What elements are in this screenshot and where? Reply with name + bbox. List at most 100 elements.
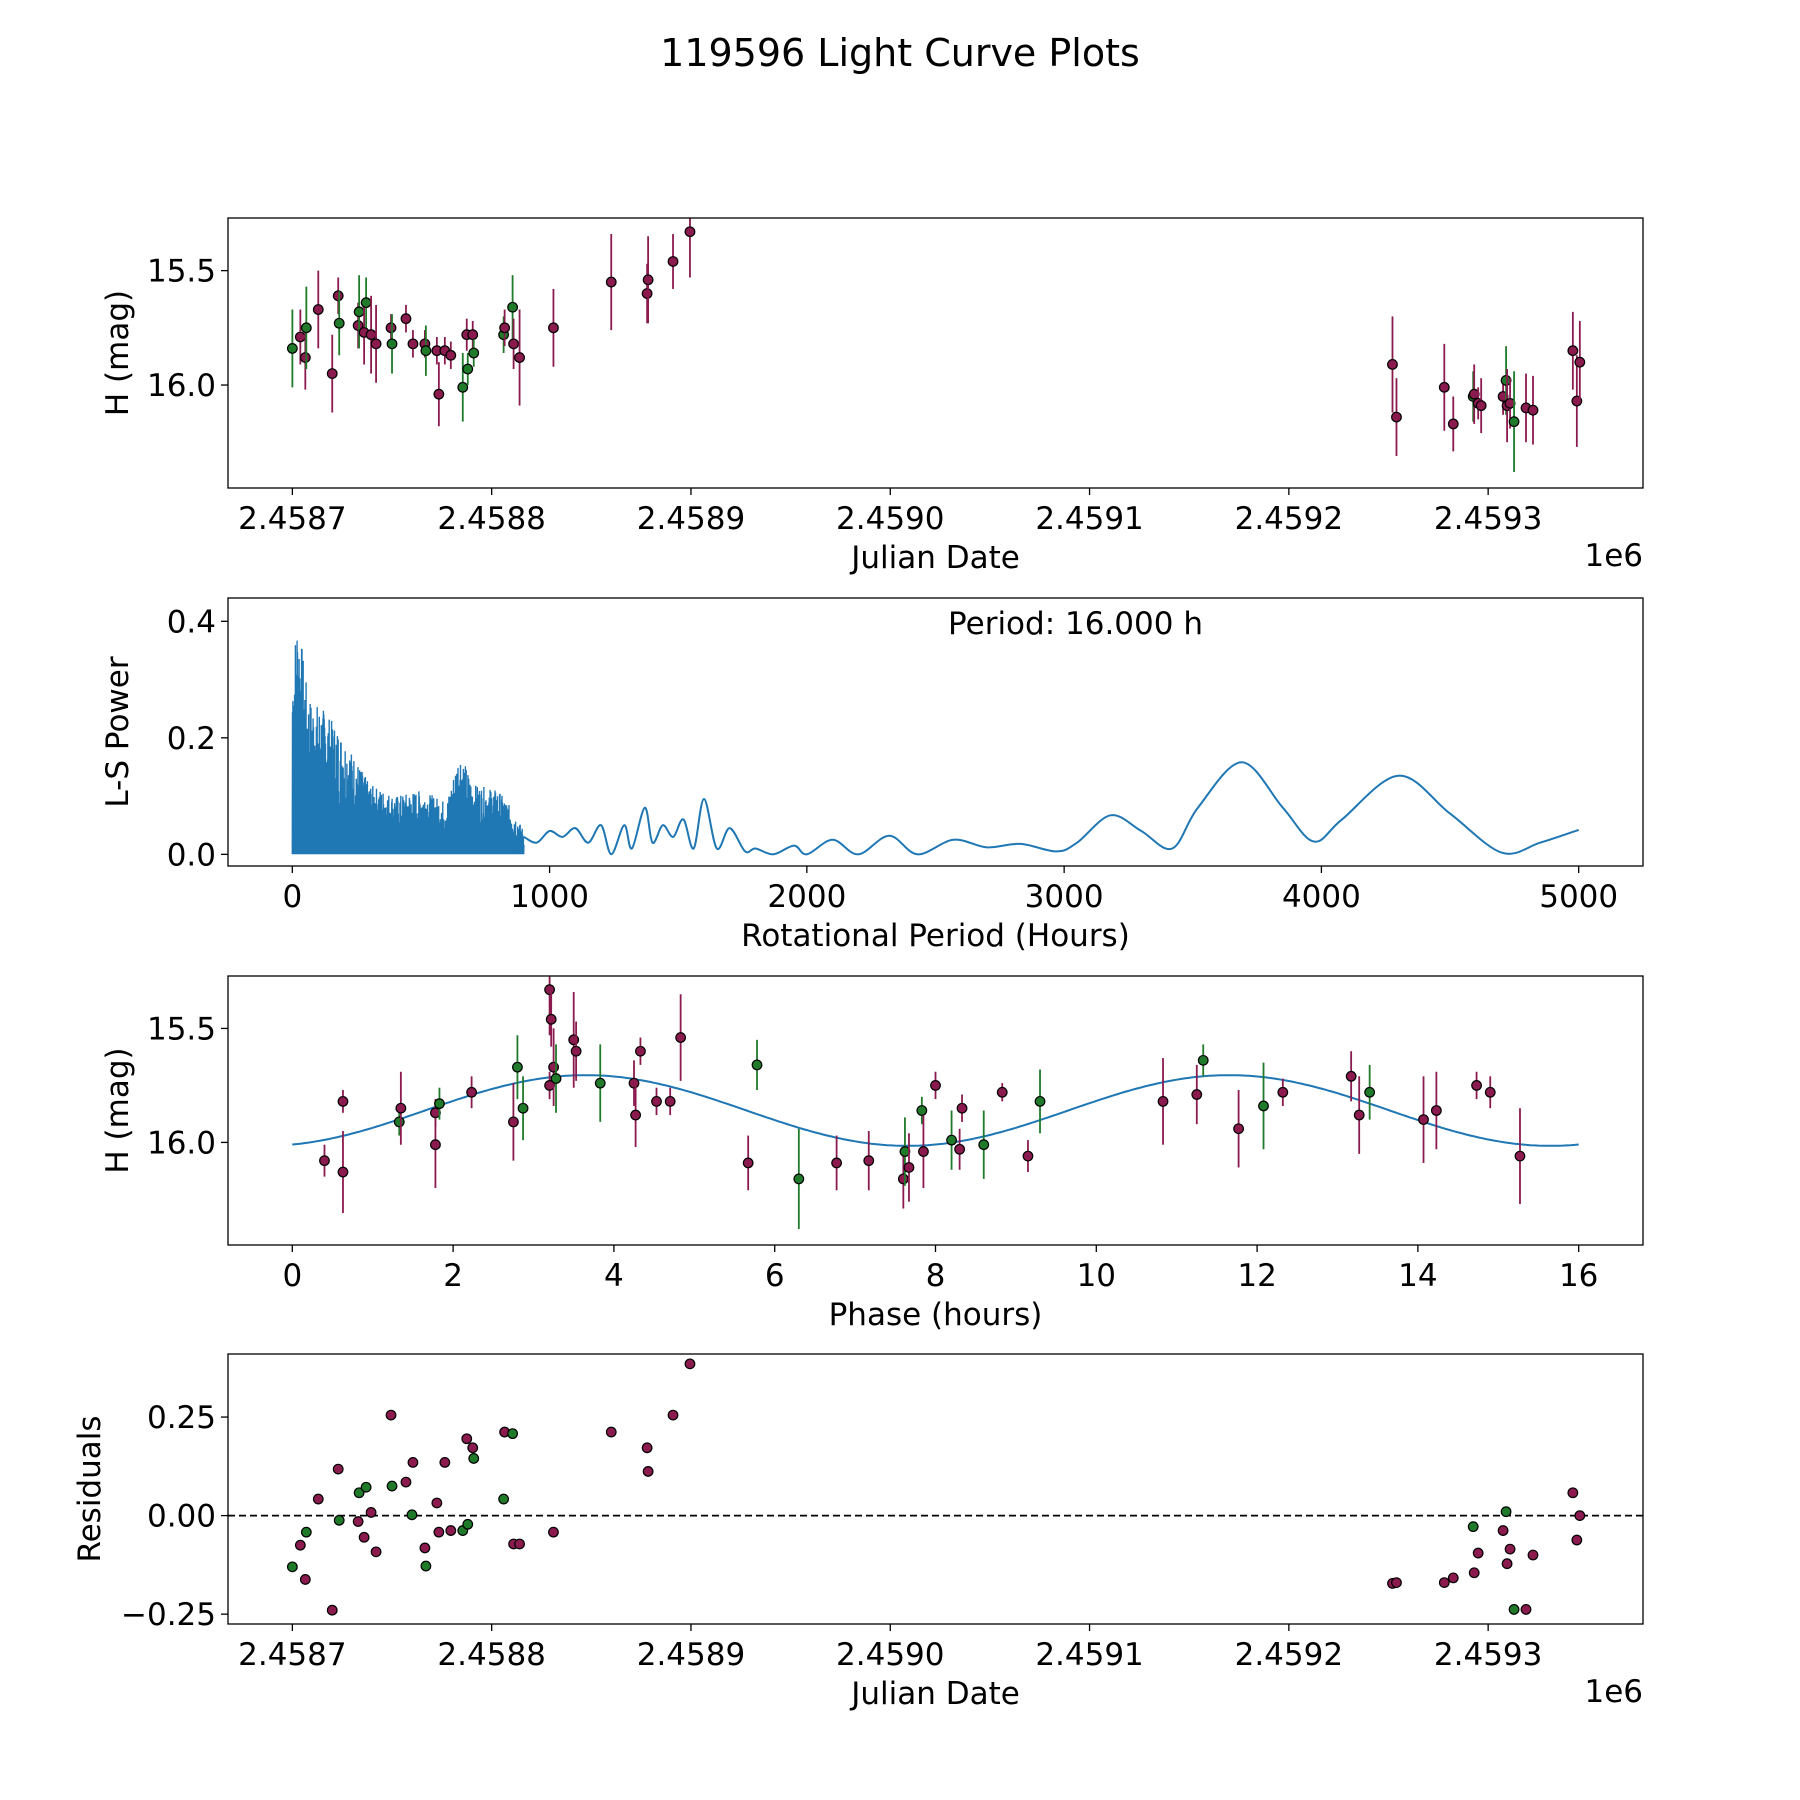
- data-point: [419, 1542, 431, 1554]
- data-point: [514, 1538, 525, 1550]
- data-point: [978, 1139, 990, 1151]
- y-tick-label: −0.25: [121, 1597, 216, 1633]
- data-point: [393, 1116, 405, 1128]
- model-curve: [292, 1074, 1579, 1147]
- x-tick-label: 8: [926, 1258, 946, 1294]
- data-point: [466, 1086, 478, 1098]
- data-point: [395, 1102, 407, 1114]
- x-tick-label: 2.4593: [1434, 501, 1542, 537]
- data-point: [326, 368, 338, 379]
- periodogram-panel: Period: 16.000 h 0 1000 2000 3000 4000 5000 0.0…: [100, 597, 1644, 954]
- data-point: [956, 1102, 968, 1114]
- data-point: [1438, 381, 1450, 393]
- data-point: [1514, 1150, 1526, 1162]
- data-point: [630, 1109, 642, 1121]
- data-point: [628, 1077, 640, 1089]
- x-tick-label: 2.4587: [238, 1637, 346, 1673]
- data-point: [903, 1162, 915, 1173]
- data-point: [352, 320, 364, 331]
- x-tick-label: 14: [1398, 1258, 1437, 1294]
- x-tick-label: 2.4590: [836, 501, 944, 537]
- data-point: [651, 1095, 662, 1107]
- data-point: [333, 1514, 345, 1526]
- data-point: [430, 1139, 441, 1151]
- data-point: [312, 1493, 324, 1505]
- data-point: [1345, 1070, 1357, 1082]
- x-axis-label: Phase (hours): [829, 1297, 1043, 1333]
- data-point: [1157, 1095, 1169, 1107]
- x-tick-label: 2.4592: [1235, 1637, 1343, 1673]
- data-point: [386, 1480, 398, 1492]
- data-point: [457, 381, 469, 393]
- x-tick-label: 2.4591: [1035, 1637, 1143, 1673]
- lightcurve-panel: 2.4587 2.4588 2.4589 2.4590 2.4591 2.4592 2.45…: [100, 217, 1644, 576]
- periodogram-noise: [291, 640, 525, 855]
- x-axis-label: Rotational Period (Hours): [741, 918, 1130, 954]
- data-point: [300, 1526, 312, 1538]
- x-tick-label: 0: [282, 879, 302, 915]
- y-tick-label: 0.2: [167, 721, 216, 757]
- x-tick-label: 12: [1237, 1258, 1276, 1294]
- data-point: [635, 1045, 646, 1057]
- data-point: [548, 1061, 560, 1073]
- plot-area: [292, 976, 1579, 1230]
- plot-area: [286, 218, 1586, 472]
- data-point: [312, 304, 324, 315]
- data-point: [1567, 345, 1579, 357]
- data-point: [1471, 1080, 1482, 1091]
- data-point: [1467, 1521, 1479, 1533]
- data-point: [897, 1173, 909, 1185]
- x-tick-label: 1000: [510, 879, 589, 915]
- data-point: [1520, 1604, 1532, 1615]
- data-point: [512, 1061, 523, 1073]
- data-point: [545, 1013, 557, 1025]
- data-point: [1022, 1150, 1034, 1162]
- data-point: [360, 1481, 372, 1493]
- data-point: [1258, 1100, 1269, 1112]
- data-point: [386, 338, 398, 350]
- data-point: [641, 288, 653, 299]
- data-point: [1472, 1547, 1484, 1559]
- data-point: [1391, 411, 1402, 423]
- data-point: [431, 1497, 443, 1509]
- data-point: [434, 1098, 445, 1110]
- data-point: [641, 1442, 653, 1454]
- data-point: [514, 352, 525, 363]
- data-point: [406, 1509, 418, 1521]
- y-tick-label: 16.0: [147, 368, 216, 404]
- data-point: [568, 1034, 580, 1046]
- data-point: [1364, 1086, 1376, 1098]
- data-point: [642, 1466, 654, 1477]
- data-point: [400, 1476, 412, 1488]
- axes-frame: [227, 217, 1644, 489]
- data-point: [353, 1487, 365, 1499]
- data-point: [400, 313, 412, 325]
- data-point: [1277, 1086, 1289, 1098]
- data-point: [294, 1539, 306, 1551]
- data-point: [445, 1525, 457, 1536]
- data-point: [1197, 1054, 1209, 1066]
- data-point: [642, 274, 654, 286]
- data-point: [1438, 1577, 1450, 1589]
- data-point: [1353, 1109, 1365, 1121]
- x-tick-label: 4: [604, 1258, 624, 1294]
- data-point: [1475, 400, 1487, 412]
- data-point: [684, 1358, 696, 1370]
- data-point: [365, 329, 377, 341]
- data-point: [517, 1102, 529, 1114]
- data-point: [370, 338, 382, 350]
- data-point: [333, 317, 345, 329]
- data-point: [352, 1516, 364, 1527]
- data-point: [286, 1561, 298, 1573]
- data-point: [1508, 416, 1520, 428]
- x-tick-label: 2.4591: [1035, 501, 1143, 537]
- data-point: [360, 297, 372, 309]
- data-point: [462, 1518, 474, 1530]
- data-point: [445, 349, 457, 361]
- x-tick-label: 2.4593: [1434, 1637, 1542, 1673]
- x-tick-label: 6: [765, 1258, 785, 1294]
- data-point: [508, 338, 519, 350]
- data-point: [370, 1546, 382, 1558]
- data-point: [1527, 404, 1539, 416]
